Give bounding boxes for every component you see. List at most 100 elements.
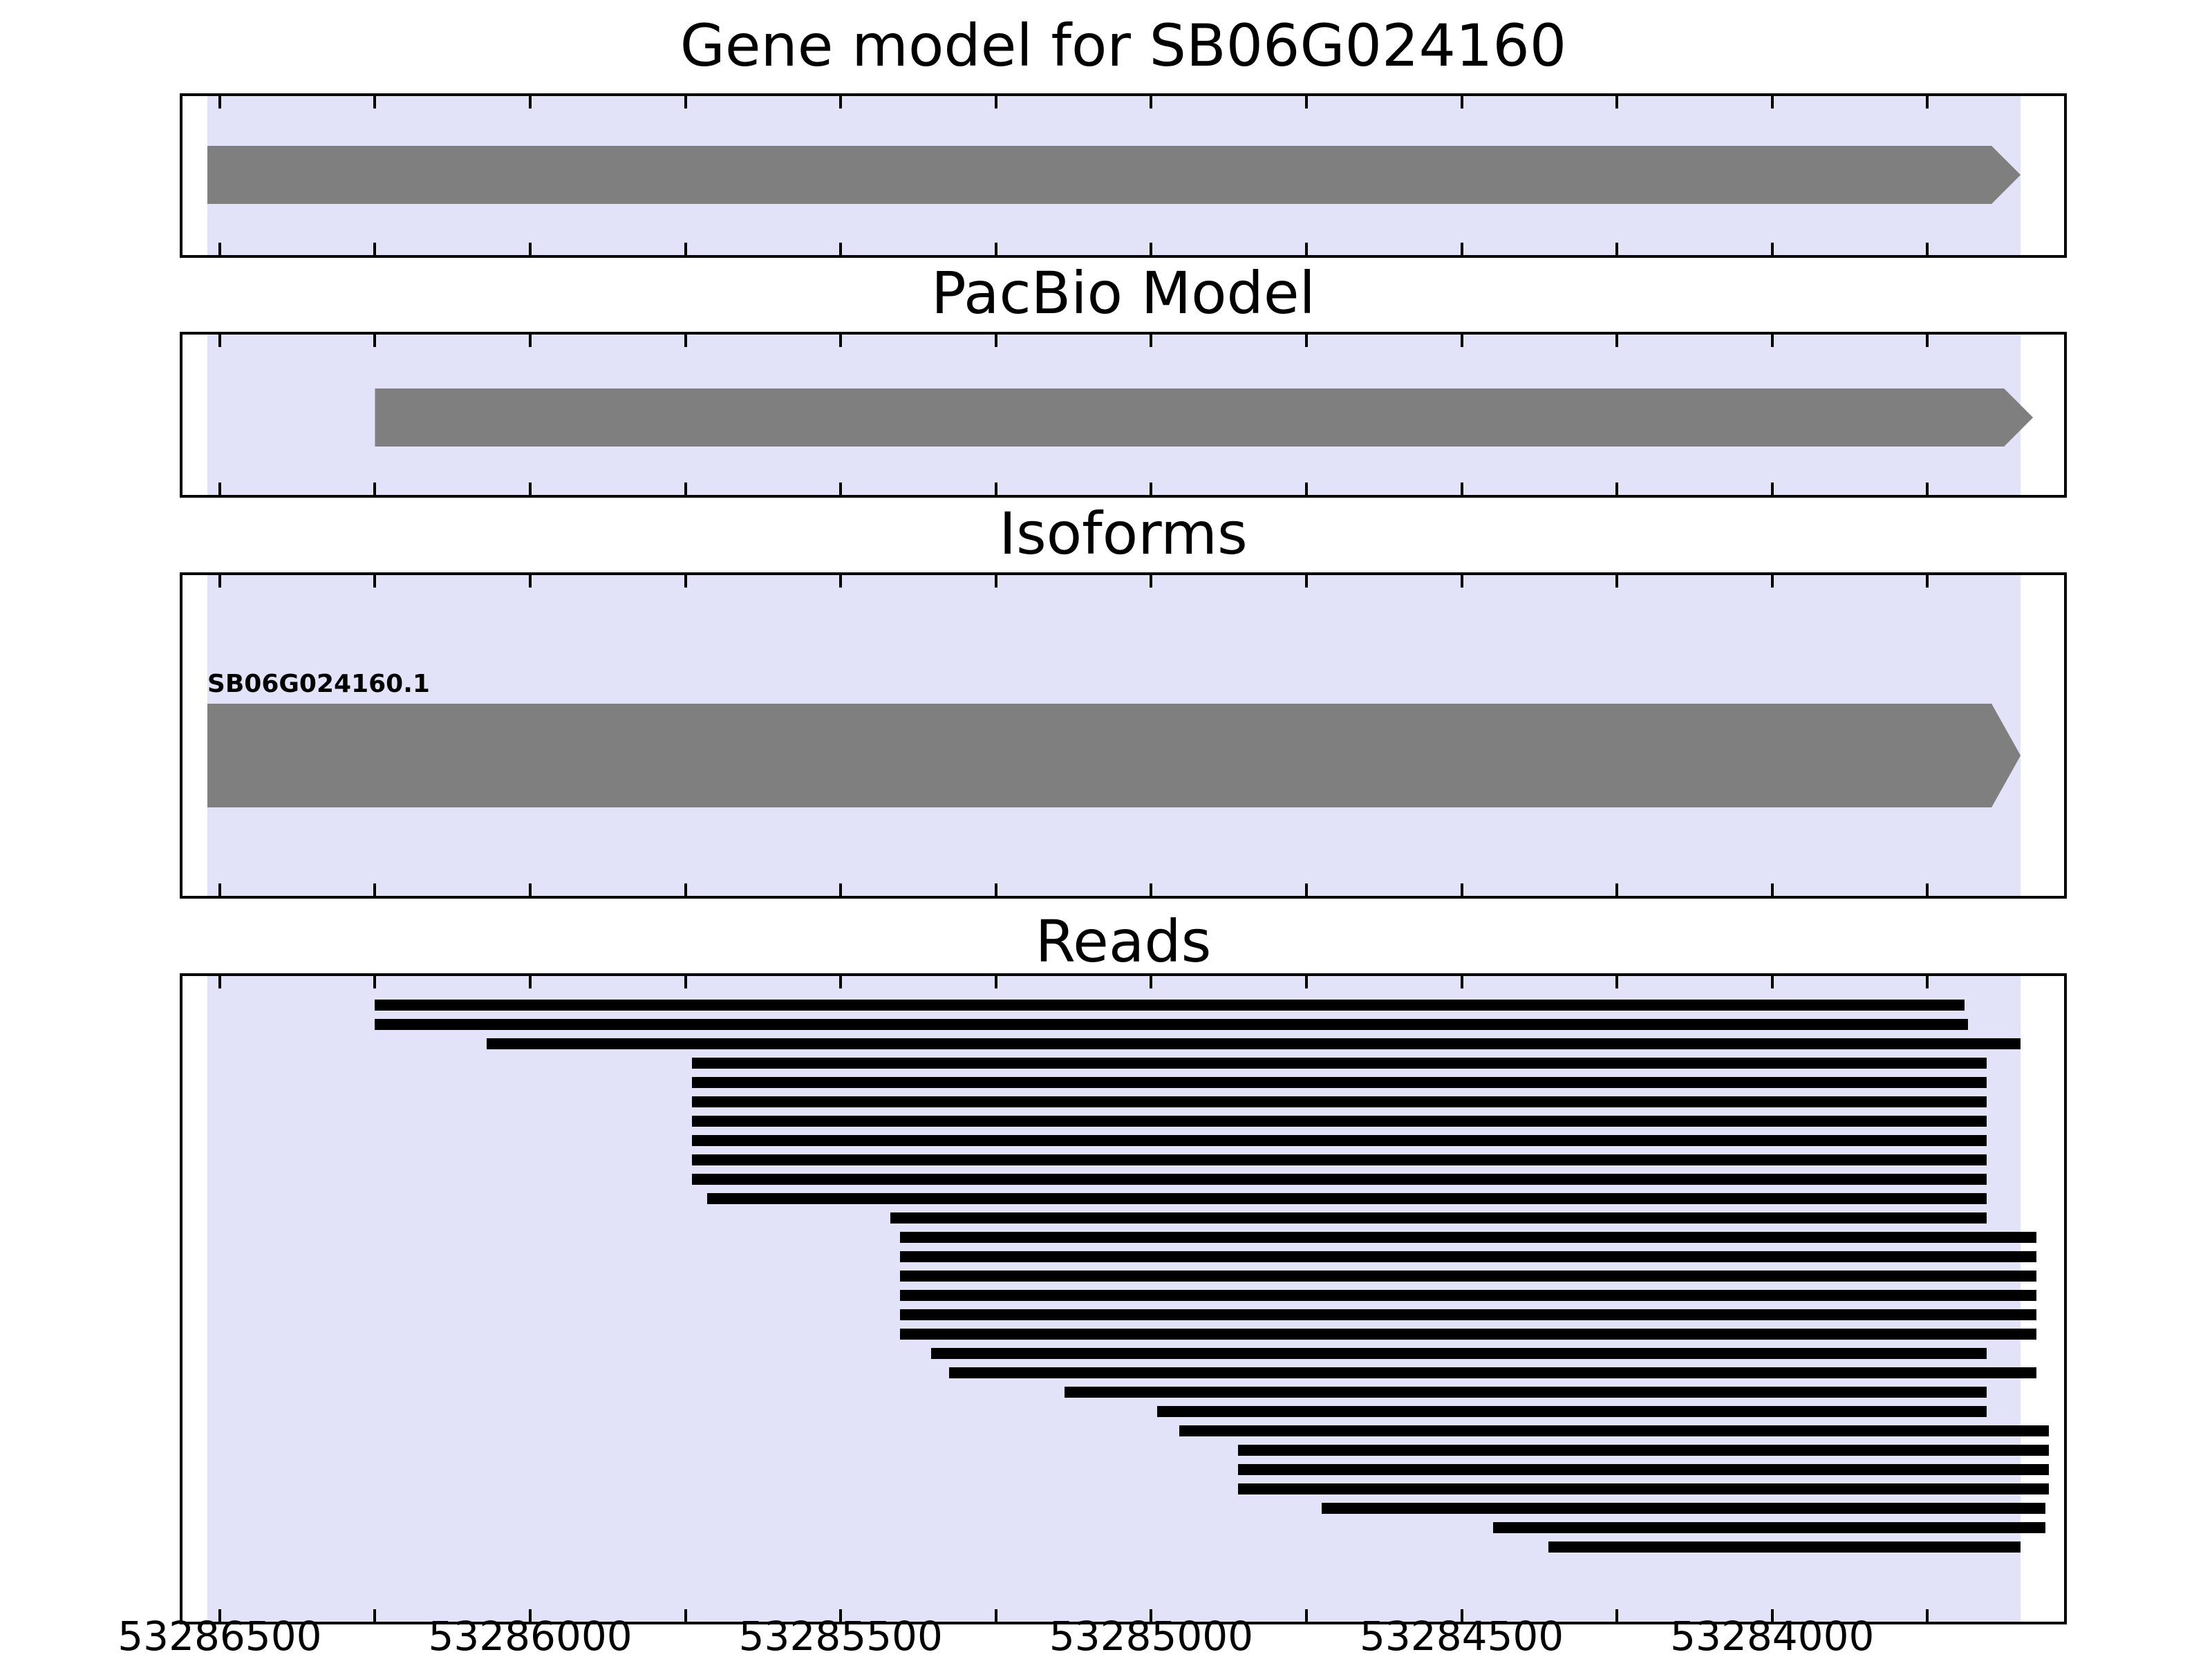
axis-tick (684, 976, 687, 988)
axis-tick (994, 883, 997, 896)
gene-model-title: Gene model for SB06G024160 (679, 12, 1567, 79)
read-bar (1179, 1425, 2049, 1436)
read-bar (375, 1019, 1968, 1030)
isoform-label: SB06G024160.1 (207, 670, 430, 698)
axis-tick (1305, 96, 1308, 109)
axis-tick (684, 243, 687, 255)
axis-tick (1305, 1609, 1308, 1622)
axis-tick (1460, 335, 1463, 347)
isoforms-panel: SB06G024160.1 (180, 572, 2067, 899)
axis-tick (529, 1609, 532, 1622)
axis-tick (994, 482, 997, 495)
x-tick-label: 53286000 (428, 1613, 632, 1659)
axis-tick (1926, 883, 1929, 896)
axis-tick (1615, 482, 1619, 495)
read-bar (1238, 1445, 2049, 1456)
read-bar (1238, 1483, 2049, 1494)
axis-tick (1770, 243, 1774, 255)
axis-tick (1926, 335, 1929, 347)
axis-tick (684, 96, 687, 109)
axis-tick (218, 1609, 221, 1622)
read-bar (1322, 1503, 2046, 1514)
axis-tick (839, 883, 843, 896)
axis-tick (1926, 243, 1929, 255)
axis-tick (373, 1609, 377, 1622)
axis-tick (1460, 1609, 1463, 1622)
axis-tick (839, 482, 843, 495)
axis-tick (529, 883, 532, 896)
pacbio-title: PacBio Model (931, 259, 1315, 327)
read-bar (691, 1154, 1987, 1165)
read-bar (691, 1096, 1987, 1107)
gene-model-panel (180, 93, 2067, 258)
axis-tick (1770, 976, 1774, 988)
axis-tick (1305, 976, 1308, 988)
axis-tick (684, 575, 687, 588)
x-tick-label: 53284500 (1359, 1613, 1564, 1659)
axis-tick (1305, 335, 1308, 347)
axis-tick (218, 482, 221, 495)
pacbio-panel (180, 332, 2067, 498)
axis-tick (218, 96, 221, 109)
axis-tick (529, 575, 532, 588)
axis-tick (373, 976, 377, 988)
isoforms-title: Isoforms (999, 500, 1248, 568)
read-bar (1064, 1387, 1987, 1398)
pacbio-model-arrow (375, 388, 2033, 447)
axis-tick (529, 96, 532, 109)
axis-tick (1926, 482, 1929, 495)
axis-tick (1150, 1609, 1153, 1622)
axis-tick (1615, 243, 1619, 255)
read-bar (899, 1271, 2036, 1282)
isoform-arrow (207, 704, 2021, 807)
axis-tick (373, 335, 377, 347)
axis-tick (684, 883, 687, 896)
axis-tick (1615, 976, 1619, 988)
axis-tick (1460, 883, 1463, 896)
axis-tick (1926, 976, 1929, 988)
axis-tick (218, 976, 221, 988)
reads-title: Reads (1035, 908, 1212, 975)
read-bar (899, 1290, 2036, 1301)
axis-tick (1150, 96, 1153, 109)
read-bar (375, 1000, 1965, 1011)
axis-tick (1150, 976, 1153, 988)
axis-tick (1926, 575, 1929, 588)
axis-tick (373, 482, 377, 495)
axis-tick (1460, 482, 1463, 495)
axis-tick (1305, 575, 1308, 588)
axis-tick (994, 96, 997, 109)
read-bar (899, 1329, 2036, 1340)
read-bar (890, 1212, 1987, 1224)
axis-tick (529, 482, 532, 495)
read-bar (691, 1116, 1987, 1127)
axis-tick (1615, 1609, 1619, 1622)
read-bar (1548, 1541, 2021, 1553)
read-bar (1492, 1522, 2046, 1533)
axis-tick (1150, 335, 1153, 347)
read-bar (691, 1135, 1987, 1146)
read-bar (691, 1174, 1987, 1185)
read-bar (930, 1348, 1987, 1359)
read-bar (899, 1232, 2036, 1243)
axis-tick (1770, 883, 1774, 896)
axis-tick (1150, 883, 1153, 896)
axis-tick (1770, 482, 1774, 495)
axis-tick (839, 976, 843, 988)
axis-tick (684, 482, 687, 495)
x-tick-label: 53284000 (1670, 1613, 1875, 1659)
axis-tick (839, 1609, 843, 1622)
x-tick-label: 53285500 (738, 1613, 943, 1659)
axis-tick (1770, 335, 1774, 347)
axis-tick (684, 1609, 687, 1622)
axis-tick (1615, 883, 1619, 896)
axis-tick (994, 976, 997, 988)
axis-tick (1460, 976, 1463, 988)
axis-tick (1615, 96, 1619, 109)
axis-tick (373, 883, 377, 896)
axis-tick (1770, 575, 1774, 588)
read-bar (691, 1077, 1987, 1088)
axis-tick (1770, 96, 1774, 109)
axis-tick (529, 243, 532, 255)
